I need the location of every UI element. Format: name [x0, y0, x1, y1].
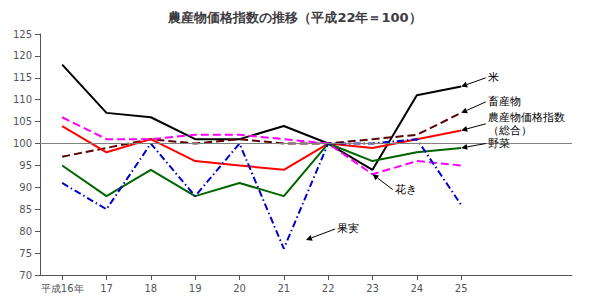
svg-text:100: 100 [13, 138, 32, 149]
svg-text:90: 90 [19, 182, 32, 193]
svg-text:125: 125 [13, 29, 32, 40]
svg-text:畜産物: 畜産物 [488, 95, 521, 108]
svg-text:110: 110 [13, 94, 32, 105]
svg-text:80: 80 [19, 226, 32, 237]
svg-text:85: 85 [19, 204, 32, 215]
svg-text:23: 23 [366, 283, 379, 294]
svg-text:野菜: 野菜 [488, 137, 510, 150]
svg-text:17: 17 [100, 283, 113, 294]
svg-text:20: 20 [233, 283, 246, 294]
svg-text:95: 95 [19, 160, 32, 171]
svg-text:平成16年: 平成16年 [41, 283, 84, 294]
svg-text:75: 75 [19, 248, 32, 259]
svg-text:米: 米 [488, 71, 499, 84]
svg-text:24: 24 [410, 283, 423, 294]
svg-text:農産物価格指数の推移（平成22年＝100）: 農産物価格指数の推移（平成22年＝100） [167, 10, 421, 25]
svg-text:農産物価格指数: 農産物価格指数 [488, 111, 565, 124]
svg-text:果実: 果実 [337, 222, 359, 235]
svg-text:花き: 花き [395, 183, 417, 196]
svg-text:22: 22 [322, 283, 335, 294]
svg-text:120: 120 [13, 50, 32, 61]
svg-text:25: 25 [455, 283, 468, 294]
svg-text:21: 21 [277, 283, 290, 294]
svg-text:（総合）: （総合） [488, 124, 532, 137]
svg-text:105: 105 [13, 116, 32, 127]
svg-text:18: 18 [144, 283, 157, 294]
svg-text:19: 19 [189, 283, 202, 294]
svg-text:70: 70 [19, 270, 32, 281]
svg-text:115: 115 [13, 72, 32, 83]
